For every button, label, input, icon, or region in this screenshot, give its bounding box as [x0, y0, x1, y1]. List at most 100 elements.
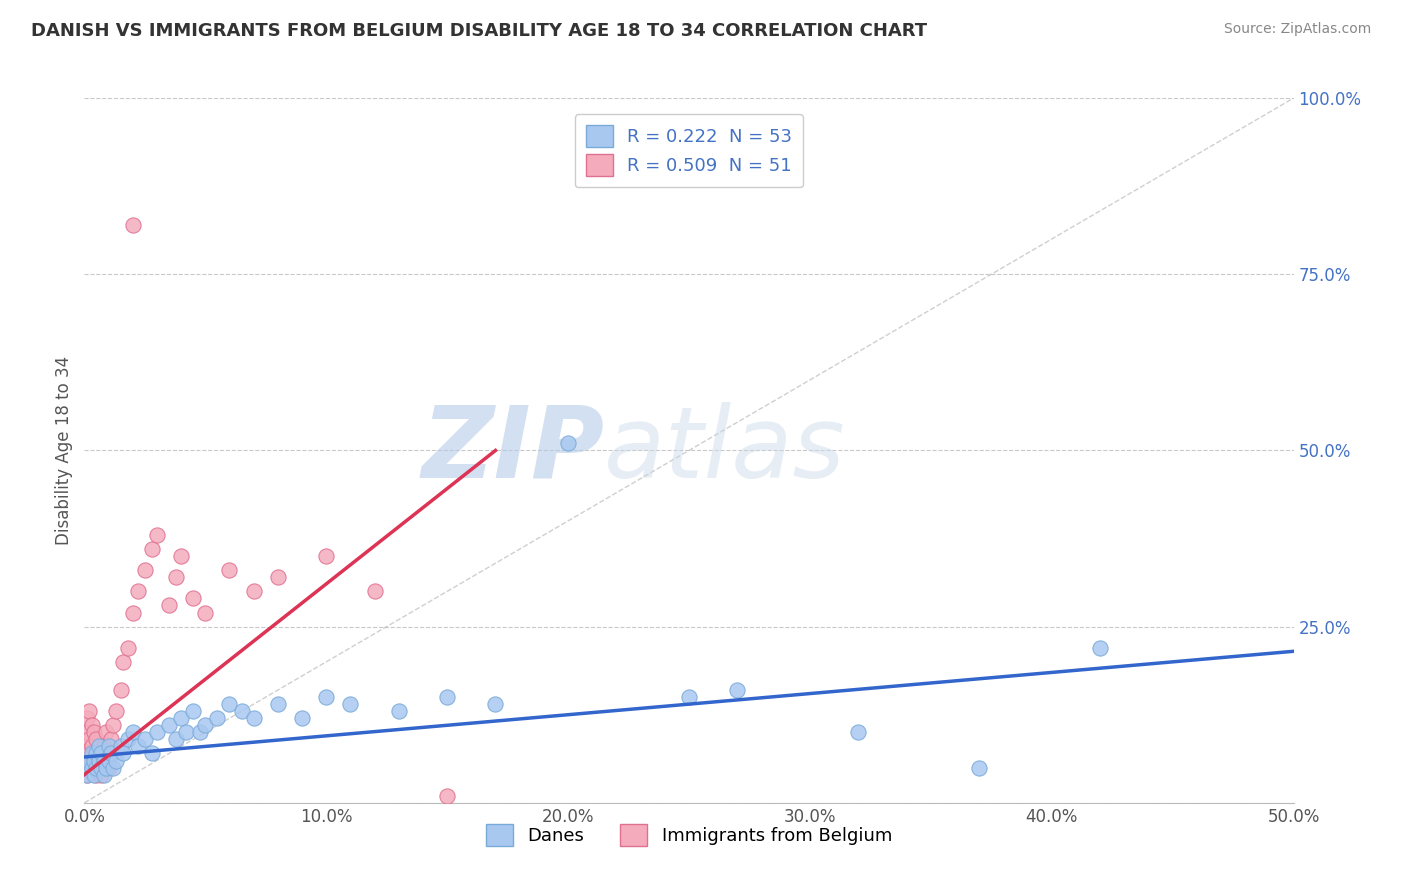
Point: [87, 754, 110, 768]
Point: [484, 697, 506, 711]
Point: [967, 760, 990, 774]
Point: [100, 747, 122, 761]
Point: [97, 739, 120, 754]
Point: [112, 655, 135, 669]
Point: [76, 725, 98, 739]
Point: [117, 732, 139, 747]
Point: [77, 760, 100, 774]
Point: [146, 528, 169, 542]
Point: [76, 739, 98, 754]
Point: [104, 704, 127, 718]
Point: [181, 591, 204, 606]
Point: [218, 697, 240, 711]
Point: [83, 754, 105, 768]
Point: [87, 760, 110, 774]
Point: [83, 760, 105, 774]
Point: [97, 754, 120, 768]
Point: [100, 732, 122, 747]
Point: [121, 218, 143, 232]
Text: DANISH VS IMMIGRANTS FROM BELGIUM DISABILITY AGE 18 TO 34 CORRELATION CHART: DANISH VS IMMIGRANTS FROM BELGIUM DISABI…: [31, 22, 927, 40]
Legend: Danes, Immigrants from Belgium: Danes, Immigrants from Belgium: [475, 814, 903, 857]
Point: [93, 754, 115, 768]
Point: [112, 747, 135, 761]
Point: [242, 711, 264, 725]
Point: [77, 754, 100, 768]
Point: [83, 725, 105, 739]
Point: [121, 606, 143, 620]
Point: [267, 570, 290, 584]
Point: [267, 697, 290, 711]
Point: [80, 760, 103, 774]
Point: [93, 739, 115, 754]
Point: [194, 606, 217, 620]
Text: ZIP: ZIP: [422, 402, 605, 499]
Point: [231, 704, 253, 718]
Point: [388, 704, 411, 718]
Point: [97, 747, 120, 761]
Point: [87, 747, 110, 761]
Point: [846, 725, 869, 739]
Point: [77, 732, 100, 747]
Point: [76, 754, 98, 768]
Point: [339, 697, 361, 711]
Text: Source: ZipAtlas.com: Source: ZipAtlas.com: [1223, 22, 1371, 37]
Point: [190, 725, 212, 739]
Point: [363, 584, 385, 599]
Point: [436, 789, 458, 803]
Point: [86, 760, 108, 774]
Point: [90, 760, 112, 774]
Point: [194, 718, 217, 732]
Point: [678, 690, 700, 705]
Point: [121, 725, 143, 739]
Point: [80, 754, 103, 768]
Point: [93, 760, 115, 774]
Point: [725, 683, 748, 698]
Point: [90, 747, 112, 761]
Point: [436, 690, 458, 705]
Point: [207, 711, 229, 725]
Point: [83, 747, 105, 761]
Point: [90, 767, 112, 781]
Point: [170, 549, 193, 564]
Point: [315, 690, 337, 705]
Point: [110, 739, 132, 754]
Point: [157, 599, 180, 613]
Point: [242, 584, 264, 599]
Point: [77, 704, 100, 718]
Point: [103, 760, 125, 774]
Point: [165, 732, 187, 747]
Point: [86, 732, 108, 747]
Point: [97, 760, 120, 774]
Point: [127, 739, 149, 754]
Point: [557, 436, 579, 450]
Point: [141, 747, 163, 761]
Point: [1088, 640, 1111, 655]
Point: [90, 754, 112, 768]
Point: [127, 584, 149, 599]
Point: [141, 542, 163, 557]
Point: [110, 683, 132, 698]
Point: [104, 754, 127, 768]
Point: [94, 725, 117, 739]
Point: [87, 739, 110, 754]
Point: [315, 549, 337, 564]
Y-axis label: Disability Age 18 to 34: Disability Age 18 to 34: [55, 356, 73, 545]
Point: [76, 711, 98, 725]
Point: [80, 739, 103, 754]
Point: [86, 747, 108, 761]
Point: [80, 747, 103, 761]
Point: [218, 563, 240, 577]
Point: [80, 718, 103, 732]
Point: [134, 732, 156, 747]
Text: atlas: atlas: [605, 402, 846, 499]
Point: [117, 640, 139, 655]
Point: [174, 725, 197, 739]
Point: [86, 754, 108, 768]
Point: [103, 718, 125, 732]
Point: [86, 767, 108, 781]
Point: [181, 704, 204, 718]
Point: [146, 725, 169, 739]
Point: [134, 563, 156, 577]
Point: [170, 711, 193, 725]
Point: [83, 767, 105, 781]
